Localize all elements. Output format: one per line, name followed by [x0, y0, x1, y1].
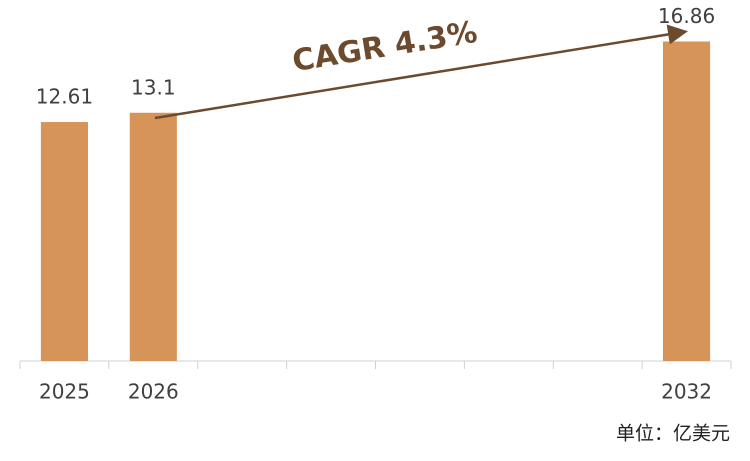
plot: 2025 12.61 2026 13.1 2032 16.86 [36, 4, 715, 403]
unit-label: 单位：亿美元 [616, 423, 730, 445]
bar [663, 41, 711, 362]
bar [40, 122, 88, 361]
x-tick-label: 2032 [661, 380, 712, 404]
value-label: 16.86 [658, 4, 715, 28]
x-ticks [19, 361, 732, 369]
cagr-arrow [154, 24, 688, 120]
value-label: 12.61 [36, 85, 93, 109]
x-tick-label: 2025 [39, 380, 90, 404]
value-label: 13.1 [131, 75, 176, 99]
x-tick-label: 2026 [128, 380, 179, 404]
bar [129, 112, 177, 361]
